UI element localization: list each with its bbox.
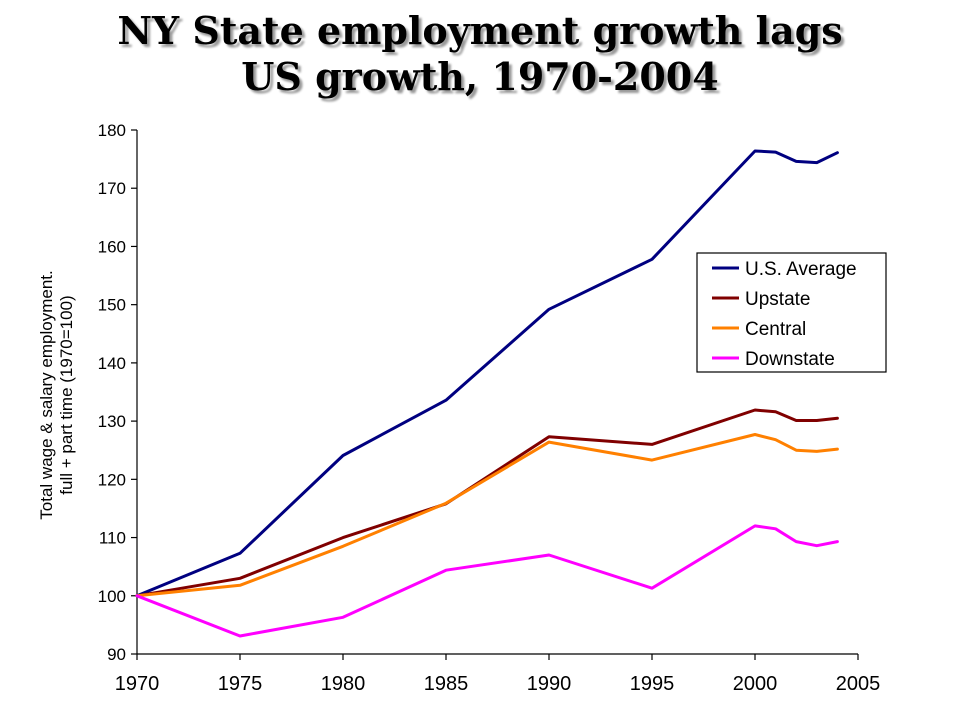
legend-label: U.S. Average	[745, 259, 857, 280]
y-tick-label: 150	[98, 296, 126, 315]
chart-legend: U.S. Average Upstate Central Downstate	[696, 252, 887, 373]
x-tick-label: 2000	[733, 673, 778, 695]
x-tick-label: 1995	[630, 673, 675, 695]
x-tick-label: 1975	[218, 673, 263, 695]
y-tick-label: 90	[107, 645, 126, 664]
series-layer	[135, 149, 839, 638]
x-tick-label: 1980	[321, 673, 366, 695]
series-line-downstate	[135, 524, 839, 638]
y-tick-label: 120	[98, 470, 126, 489]
y-tick-label: 100	[98, 587, 126, 606]
slide-title-line-1: NY State employment growth lags	[117, 8, 843, 53]
x-tick-label: 2005	[836, 673, 881, 695]
legend-label: Downstate	[745, 349, 835, 370]
legend-box	[696, 252, 887, 373]
series-line-u-s-average	[135, 149, 839, 598]
x-tick-label: 1985	[424, 673, 469, 695]
y-axis-label-line-1: Total wage & salary employment.	[37, 270, 56, 519]
x-axis: 1970 1975 1980 1985 1990 1995 2000 2005	[115, 653, 881, 695]
y-tick-label: 180	[98, 121, 126, 140]
series-line-central	[135, 433, 839, 598]
slide-title: NY State employment growth lags US growt…	[0, 8, 960, 100]
slide-title-line-2: US growth, 1970-2004	[241, 54, 719, 99]
legend-label: Upstate	[745, 289, 810, 310]
y-tick-label: 160	[98, 237, 126, 256]
x-tick-label: 1990	[527, 673, 572, 695]
y-axis: 90 100 110 120 130 140 150 160 170 180	[98, 121, 138, 664]
legend-label: Central	[745, 319, 806, 340]
y-tick-label: 110	[99, 529, 126, 548]
series-line-upstate	[135, 408, 839, 598]
y-tick-label: 170	[98, 179, 126, 198]
y-axis-label-line-2: full + part time (1970=100)	[57, 295, 76, 494]
y-tick-label: 130	[98, 412, 126, 431]
y-tick-label: 140	[98, 354, 126, 373]
x-tick-label: 1970	[115, 673, 160, 695]
